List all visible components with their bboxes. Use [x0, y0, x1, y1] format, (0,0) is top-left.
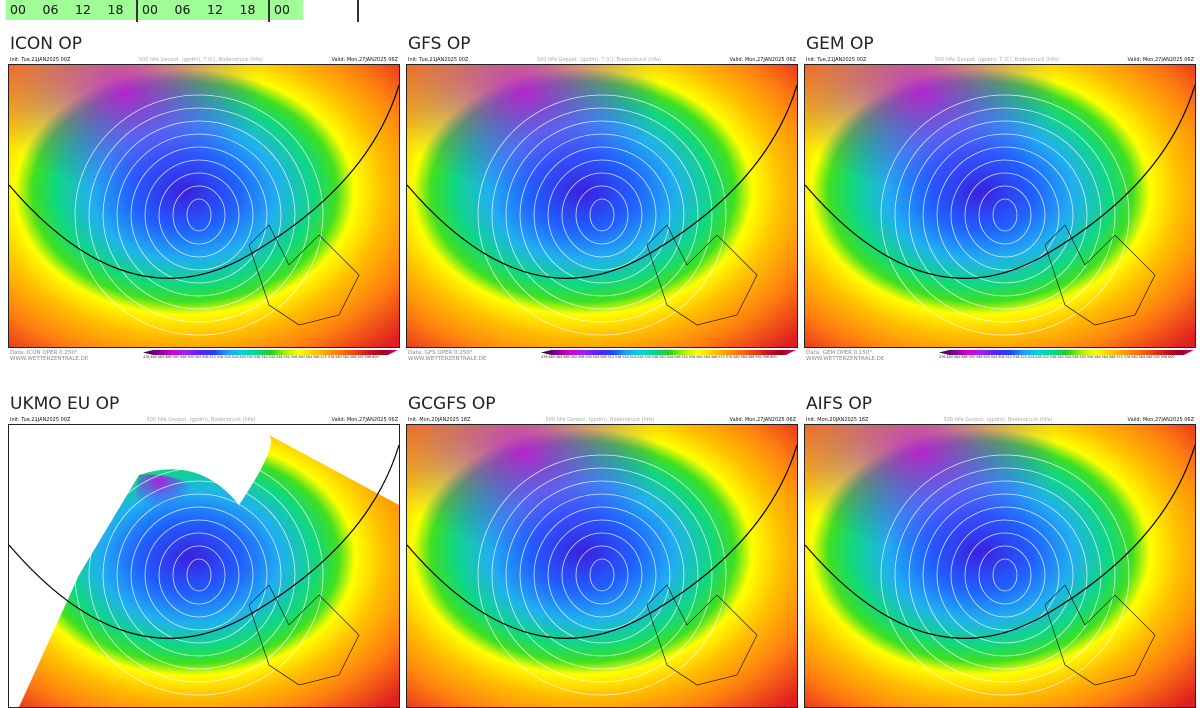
weather-map-image[interactable] [805, 65, 1195, 347]
site-credit: WWW.WETTERZENTRALE.DE [408, 356, 487, 362]
model-title: AIFS OP [806, 394, 872, 414]
model-panel-icon: ICON OP Init: Tue,21JAN2025 00Z 500 hPa … [8, 32, 400, 364]
valid-time: Valid: Mon,27JAN2025 06Z [1127, 57, 1194, 63]
field-description: 500 hPa Geopot. (gpdm), T (C), Bodendruc… [934, 57, 1060, 63]
valid-time: Valid: Mon,27JAN2025 06Z [1127, 417, 1194, 423]
field-description: 500 hPa Geopot. (gpdm), Bodendruck (hPa) [545, 417, 655, 423]
model-panel-gem: GEM OP Init: Tue,21JAN2025 00Z 500 hPa G… [804, 32, 1196, 364]
color-legend: 476 480 484 488 492 496 500 504 508 512 … [143, 350, 398, 359]
color-legend: 476 480 484 488 492 496 500 504 508 512 … [541, 350, 796, 359]
init-time: Init: Tue,21JAN2025 00Z [806, 57, 867, 63]
map-frame[interactable] [8, 64, 400, 348]
map-header: Init: Tue,21JAN2025 00Z 500 hPa Geopot. … [8, 56, 400, 64]
color-scale-bar [939, 350, 1194, 355]
map-footer: Data: GEM OPER 0.150° WWW.WETTERZENTRALE… [804, 348, 1196, 364]
day-separator [268, 0, 270, 22]
init-time: Init: Mon,20JAN2025 18Z [806, 417, 869, 423]
valid-time: Valid: Mon,27JAN2025 06Z [331, 57, 398, 63]
map-footer: Data: ICON OPER 0.250° WWW.WETTERZENTRAL… [8, 348, 400, 364]
map-frame[interactable] [804, 64, 1196, 348]
init-time: Init: Mon,20JAN2025 18Z [408, 417, 471, 423]
time-cell[interactable]: 00 [142, 2, 158, 17]
time-cell[interactable]: 06 [174, 2, 191, 17]
weather-map-image[interactable] [805, 425, 1195, 707]
model-panel-ukmo: UKMO EU OP Init: Tue,21JAN2025 00Z 500 h… [8, 392, 400, 708]
model-title: GFS OP [408, 34, 471, 54]
data-source: Data: GFS OPER 0.250° [408, 350, 473, 356]
color-scale-bar [143, 350, 398, 355]
map-frame[interactable] [804, 424, 1196, 708]
time-cell[interactable]: 00 [10, 2, 26, 17]
model-title: UKMO EU OP [10, 394, 120, 414]
init-time: Init: Tue,21JAN2025 00Z [10, 57, 71, 63]
data-source: Data: GEM OPER 0.150° [806, 350, 873, 356]
field-description: 500 hPa Geopot. (gpdm), Bodendruck (hPa) [943, 417, 1053, 423]
time-cell[interactable]: 18 [239, 2, 256, 17]
model-panel-gfs: GFS OP Init: Tue,21JAN2025 00Z 500 hPa G… [406, 32, 798, 364]
model-panel-gcgfs: GCGFS OP Init: Mon,20JAN2025 18Z 500 hPa… [406, 392, 798, 708]
field-description: 500 hPa Geopot. (gpdm), T (C), Bodendruc… [138, 57, 264, 63]
color-scale-bar [541, 350, 796, 355]
model-title: GCGFS OP [408, 394, 496, 414]
color-scale-ticks: 476 480 484 488 492 496 500 504 508 512 … [939, 355, 1175, 359]
map-header: Init: Mon,20JAN2025 18Z 500 hPa Geopot. … [406, 416, 798, 424]
time-cell[interactable]: 12 [75, 2, 91, 17]
valid-time: Valid: Mon,27JAN2025 06Z [729, 57, 796, 63]
color-legend: 476 480 484 488 492 496 500 504 508 512 … [939, 350, 1194, 359]
map-header: Init: Tue,21JAN2025 00Z 500 hPa Geopot. … [804, 56, 1196, 64]
model-title: GEM OP [806, 34, 874, 54]
color-scale-ticks: 476 480 484 488 492 496 500 504 508 512 … [541, 355, 777, 359]
map-frame[interactable] [406, 64, 798, 348]
init-time: Init: Tue,21JAN2025 00Z [10, 417, 71, 423]
data-source: Data: ICON OPER 0.250° [10, 350, 78, 356]
valid-time: Valid: Mon,27JAN2025 06Z [729, 417, 796, 423]
map-frame[interactable] [406, 424, 798, 708]
init-time: Init: Tue,21JAN2025 00Z [408, 57, 469, 63]
site-credit: WWW.WETTERZENTRALE.DE [806, 356, 885, 362]
map-header: Init: Tue,21JAN2025 00Z 500 hPa Geopot. … [406, 56, 798, 64]
model-title: ICON OP [10, 34, 83, 54]
current-time-marker [357, 0, 359, 22]
color-scale-ticks: 476 480 484 488 492 496 500 504 508 512 … [143, 355, 379, 359]
map-frame[interactable] [8, 424, 400, 708]
weather-map-image[interactable] [9, 65, 399, 347]
weather-map-image[interactable] [9, 425, 399, 707]
model-panel-aifs: AIFS OP Init: Mon,20JAN2025 18Z 500 hPa … [804, 392, 1196, 708]
time-cell[interactable]: 18 [107, 2, 124, 17]
time-cell[interactable]: 06 [42, 2, 59, 17]
field-description: 500 hPa Geopot. (gpdm), T (C), Bodendruc… [536, 57, 662, 63]
day-separator [136, 0, 138, 22]
site-credit: WWW.WETTERZENTRALE.DE [10, 356, 89, 362]
weather-map-image[interactable] [407, 65, 797, 347]
map-footer: Data: GFS OPER 0.250° WWW.WETTERZENTRALE… [406, 348, 798, 364]
valid-time: Valid: Mon,27JAN2025 06Z [331, 417, 398, 423]
map-header: Init: Mon,20JAN2025 18Z 500 hPa Geopot. … [804, 416, 1196, 424]
time-cell[interactable]: 00 [274, 2, 290, 17]
time-cell[interactable]: 12 [207, 2, 223, 17]
map-header: Init: Tue,21JAN2025 00Z 500 hPa Geopot. … [8, 416, 400, 424]
field-description: 500 hPa Geopot. (gpdm), Bodendruck (hPa) [146, 417, 256, 423]
weather-map-image[interactable] [407, 425, 797, 707]
forecast-time-bar: 00 06 12 18 00 06 12 18 00 [6, 0, 303, 22]
